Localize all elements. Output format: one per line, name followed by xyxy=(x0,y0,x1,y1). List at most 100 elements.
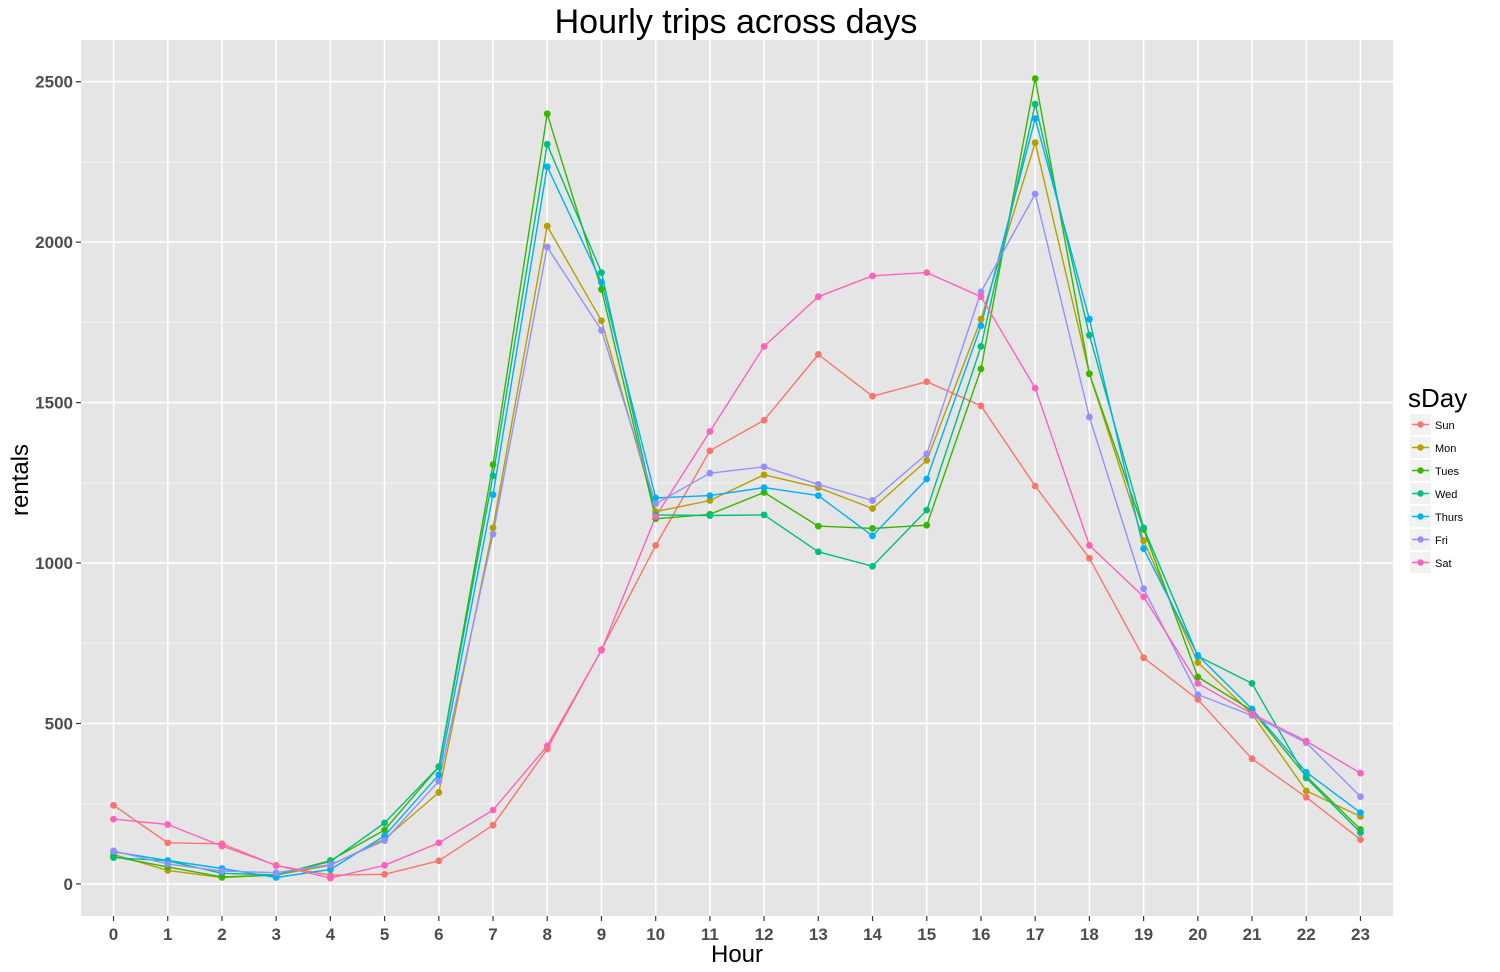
data-point-sat xyxy=(869,272,876,280)
data-point-thurs xyxy=(869,532,876,540)
data-point-thurs xyxy=(543,163,551,171)
x-axis: 0 1 2 3 4 5 6 7 8 9 10 11 12 13 14 15 16 17 18 19 20 21 22 23 xyxy=(109,916,1370,944)
data-point-thurs xyxy=(598,278,605,286)
data-point-fri xyxy=(1194,691,1202,698)
data-point-mon xyxy=(923,456,931,464)
data-point-fri xyxy=(326,861,334,869)
data-point-sat xyxy=(1031,384,1039,392)
data-point-sat xyxy=(110,815,117,823)
legend-label: Sat xyxy=(1435,558,1452,570)
legend-label: Tues xyxy=(1435,466,1460,478)
data-point-fri xyxy=(435,777,443,785)
data-point-sat xyxy=(706,428,714,435)
data-point-wed xyxy=(977,343,985,350)
data-point-thurs xyxy=(652,494,660,502)
data-point-sat xyxy=(326,874,334,882)
data-point-mon xyxy=(435,789,443,796)
data-point-tues xyxy=(1031,75,1039,82)
data-point-sun xyxy=(923,378,931,386)
y-tick-label: 2500 xyxy=(35,73,73,92)
data-point-sat xyxy=(923,269,931,277)
legend: sDay Sun Mon Tues Wed Thurs Fri Sat xyxy=(1408,383,1467,573)
data-point-wed xyxy=(381,819,389,827)
data-point-tues xyxy=(977,365,985,373)
y-tick-label: 2000 xyxy=(35,233,73,252)
data-point-mon xyxy=(977,315,985,323)
series-line-mon xyxy=(113,141,1361,879)
legend-item-fri: Fri xyxy=(1410,529,1448,550)
legend-item-sun: Sun xyxy=(1410,414,1455,435)
data-point-fri xyxy=(1031,190,1039,198)
legend-key-point xyxy=(1417,467,1424,474)
data-point-sun xyxy=(489,821,497,829)
legend-label: Thurs xyxy=(1435,512,1464,524)
data-point-tues xyxy=(543,110,551,118)
legend-title: sDay xyxy=(1408,383,1467,413)
data-point-sun xyxy=(706,447,714,455)
series-line-sat xyxy=(113,271,1361,879)
legend-key-point xyxy=(1417,444,1424,451)
legend-label: Mon xyxy=(1435,443,1456,455)
data-point-wed xyxy=(1302,774,1310,782)
data-point-wed xyxy=(543,140,551,148)
data-point-mon xyxy=(1031,139,1039,147)
x-tick-label: 13 xyxy=(809,925,828,944)
data-point-fri xyxy=(1085,413,1093,421)
data-point-mon xyxy=(1302,787,1310,795)
data-point-sat xyxy=(489,806,497,814)
data-point-wed xyxy=(435,763,443,771)
data-point-fri xyxy=(218,867,226,875)
data-point-fri xyxy=(164,860,172,868)
data-point-mon xyxy=(706,497,714,504)
data-point-thurs xyxy=(435,771,443,779)
data-point-mon xyxy=(1140,537,1148,544)
data-point-mon xyxy=(543,222,551,230)
x-tick-label: 20 xyxy=(1188,925,1207,944)
x-tick-label: 9 xyxy=(597,925,606,944)
data-point-thurs xyxy=(1140,545,1148,552)
data-point-thurs xyxy=(1248,705,1256,713)
data-point-fri xyxy=(869,497,876,504)
series-line-tues xyxy=(113,77,1361,878)
data-point-thurs xyxy=(381,832,389,840)
x-tick-label: 0 xyxy=(109,925,118,944)
data-point-sat xyxy=(977,293,985,301)
legend-item-tues: Tues xyxy=(1410,460,1460,481)
legend-key-point xyxy=(1417,490,1424,497)
x-tick-label: 10 xyxy=(646,925,665,944)
data-point-thurs xyxy=(760,484,768,492)
series-line-thurs xyxy=(113,117,1361,879)
data-point-thurs xyxy=(326,866,334,873)
x-tick-label: 22 xyxy=(1297,925,1316,944)
legend-key-point xyxy=(1417,513,1424,520)
legend-key-point xyxy=(1417,559,1424,566)
data-point-sun xyxy=(381,870,389,878)
grid-minor xyxy=(81,161,1393,805)
data-point-sat xyxy=(814,293,822,301)
x-tick-label: 15 xyxy=(917,925,936,944)
data-point-sat xyxy=(218,842,226,850)
y-axis-title: rentals xyxy=(7,444,34,516)
x-tick-label: 21 xyxy=(1243,925,1262,944)
chart-title: Hourly trips across days xyxy=(555,3,918,41)
data-point-thurs xyxy=(814,492,822,500)
data-point-fri xyxy=(814,481,822,488)
data-point-thurs xyxy=(272,874,280,881)
data-point-sun xyxy=(1194,696,1202,703)
data-point-wed xyxy=(706,512,714,519)
data-point-wed xyxy=(489,472,497,480)
y-tick-label: 500 xyxy=(45,714,73,733)
legend-label: Sun xyxy=(1435,420,1455,432)
data-point-thurs xyxy=(1302,768,1310,776)
data-point-sun xyxy=(110,801,117,809)
data-point-fri xyxy=(706,469,714,477)
data-point-sat xyxy=(272,861,280,869)
data-point-mon xyxy=(1194,659,1202,666)
x-tick-label: 12 xyxy=(755,925,774,944)
series-line-fri xyxy=(113,193,1361,874)
x-tick-label: 2 xyxy=(217,925,226,944)
data-point-tues xyxy=(869,524,876,532)
series-line-sun xyxy=(113,353,1361,876)
data-point-wed xyxy=(110,854,117,861)
data-point-sun xyxy=(652,541,660,549)
